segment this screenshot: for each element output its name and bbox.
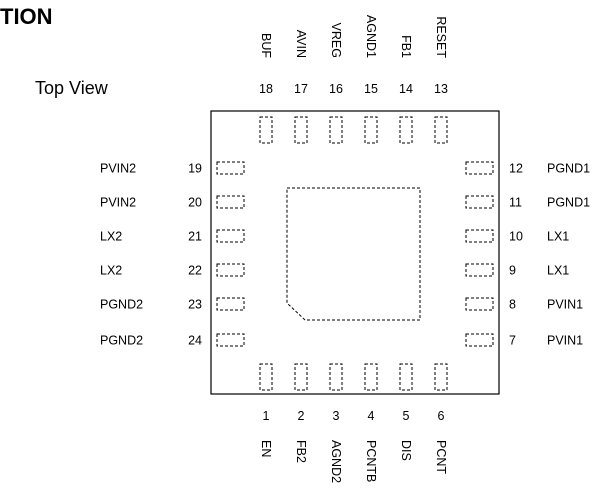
- pin-pad: [216, 333, 245, 347]
- pin-name: PGND1: [547, 196, 590, 210]
- pin-name: DIS: [399, 440, 413, 461]
- pin-pad: [294, 116, 308, 144]
- pin-name: PGND1: [547, 162, 590, 176]
- pin-pad: [216, 161, 245, 175]
- pin-pad: [259, 363, 273, 391]
- pin-number: 24: [188, 334, 202, 348]
- pin-name: PGND2: [100, 334, 143, 348]
- pin-number: 19: [188, 162, 202, 176]
- pin-name: AGND2: [329, 440, 343, 483]
- pin-number: 14: [399, 82, 413, 96]
- pin-number: 13: [434, 82, 448, 96]
- pin-number: 17: [294, 82, 308, 96]
- pin-number: 6: [438, 409, 445, 423]
- pin-name: BUF: [259, 33, 273, 58]
- pin-number: 3: [333, 409, 340, 423]
- pin-pad: [364, 116, 378, 144]
- pin-number: 11: [509, 196, 522, 210]
- pin-number: 21: [188, 230, 202, 244]
- pin-pad: [465, 229, 494, 243]
- pin-name: AVIN: [294, 30, 308, 58]
- pin-name: AGND1: [364, 15, 378, 58]
- pin-name: PCNT: [434, 440, 448, 474]
- pin-name: PGND2: [100, 298, 143, 312]
- pin-number: 18: [259, 82, 273, 96]
- pin-name: PVIN2: [100, 162, 136, 176]
- pin-number: 5: [403, 409, 410, 423]
- pin-number: 20: [188, 196, 202, 210]
- pin-number: 1: [263, 409, 270, 423]
- pin-number: 7: [509, 334, 516, 348]
- pin-pad: [465, 263, 494, 277]
- pin-pad: [216, 229, 245, 243]
- pin-pad: [364, 363, 378, 391]
- pin-number: 9: [509, 264, 516, 278]
- pin-pad: [329, 363, 343, 391]
- pin-number: 8: [509, 298, 516, 312]
- pin-number: 12: [509, 162, 523, 176]
- pin-pad: [465, 195, 494, 209]
- pin-name: RESET: [434, 16, 448, 58]
- exposed-pad: [286, 187, 421, 321]
- pin-number: 15: [364, 82, 378, 96]
- pin-name: PVIN1: [547, 298, 583, 312]
- pin-name: LX2: [100, 230, 122, 244]
- pin-pad: [399, 363, 413, 391]
- pin-pad: [399, 116, 413, 144]
- pin-pad: [434, 116, 448, 144]
- pin-name: FB1: [399, 35, 413, 58]
- pin-name: PVIN1: [547, 334, 583, 348]
- pin-pad: [259, 116, 273, 144]
- pin-pad: [434, 363, 448, 391]
- pin-name: LX1: [547, 264, 569, 278]
- pin-name: EN: [259, 440, 273, 457]
- pin-number: 22: [188, 264, 202, 278]
- pin-number: 16: [329, 82, 343, 96]
- pin-name: PCNTB: [364, 440, 378, 482]
- pin-pad: [294, 363, 308, 391]
- pins-layer: 18 BUF 17 AVIN 16 VREG 15 AGND1 14 FB1 13 RESET 1 EN 2…: [100, 15, 590, 483]
- section-heading: TION: [0, 4, 53, 29]
- pin-number: 4: [368, 409, 375, 423]
- view-label: Top View: [35, 78, 109, 98]
- pin-pad: [216, 297, 245, 311]
- pin-name: FB2: [294, 440, 308, 463]
- pin-pad: [465, 333, 494, 347]
- pin-number: 2: [298, 409, 305, 423]
- pin-number: 23: [188, 298, 202, 312]
- package-outline: [210, 110, 500, 395]
- pin-pad: [465, 161, 494, 175]
- pin-name: LX2: [100, 264, 122, 278]
- pin-pad: [465, 297, 494, 311]
- pin-name: PVIN2: [100, 196, 136, 210]
- pin-pad: [216, 263, 245, 277]
- pin-pad: [216, 195, 245, 209]
- pin-name: LX1: [547, 230, 569, 244]
- pin-number: 10: [509, 230, 523, 244]
- pin-name: VREG: [329, 23, 343, 58]
- pin-pad: [329, 116, 343, 144]
